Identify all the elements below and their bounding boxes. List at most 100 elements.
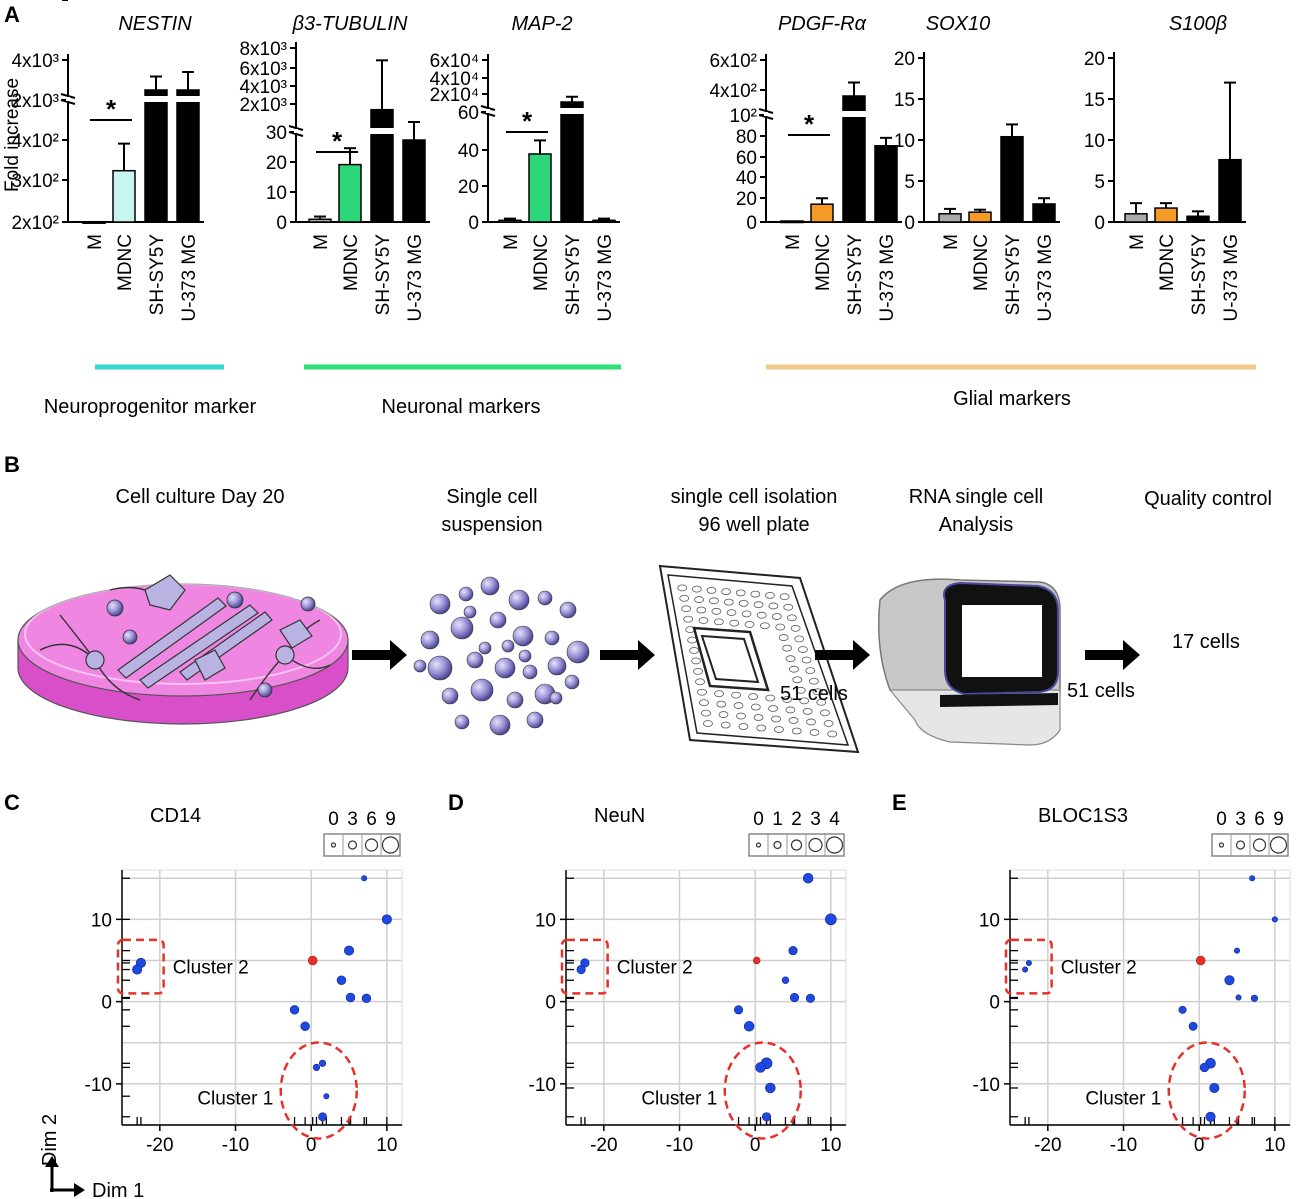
y-tick-label: 60 (736, 148, 757, 169)
bar-break (842, 111, 866, 117)
well (791, 727, 802, 735)
well (723, 598, 734, 606)
y-tick-label: 8x10³ (239, 39, 287, 60)
x-tick-label: SH-SY5Y (373, 234, 394, 316)
suspended-cell (441, 687, 459, 705)
suspended-cell (544, 630, 560, 646)
well (691, 585, 702, 593)
data-point (1188, 1021, 1198, 1031)
chart-title: MAP-2 (511, 13, 572, 35)
well (681, 605, 692, 613)
suspended-cell (522, 664, 538, 680)
highlighted-point (307, 955, 318, 966)
x-tick-label: -20 (146, 1135, 173, 1156)
x-tick-label: 10 (1264, 1135, 1285, 1156)
data-point (1249, 875, 1256, 882)
data-point (345, 992, 356, 1003)
y-tick-label: 20 (894, 49, 915, 70)
y-tick-label: 4x10⁴ (430, 69, 479, 90)
highlighted-point (753, 956, 761, 965)
bar-chart-s100-: S100β 20 15 10 5 0 M MDNC SH-SY5Y U-373 MG (1084, 13, 1246, 322)
well (768, 705, 778, 712)
x-tick-label: 0 (1194, 1135, 1205, 1156)
suspended-cell (478, 641, 492, 655)
y-tick-label: 60 (458, 103, 479, 124)
x-tick-label: MDNC (341, 234, 362, 291)
well (795, 686, 806, 694)
suspended-cell (450, 616, 474, 640)
chart-title: S100β (1169, 13, 1227, 35)
dimension-arrows (45, 1156, 85, 1197)
bar-mdnc (112, 169, 136, 223)
well (805, 667, 816, 674)
arrow-1 (352, 640, 407, 670)
x-tick-label: MDNC (531, 234, 552, 291)
dim2-label: Dim 2 (39, 1114, 61, 1166)
x-tick-label: U-373 MG (1035, 234, 1056, 322)
size-legend-circle (825, 836, 844, 854)
well (782, 644, 792, 652)
suspended-cell (512, 625, 534, 647)
cluster-2-outline (1004, 938, 1053, 995)
significance-star: * (804, 109, 815, 139)
bar-u-373-mg (402, 139, 426, 223)
y-tick-label: 10 (979, 910, 1000, 931)
suspended-cell (526, 711, 544, 729)
y-tick-label: 10² (730, 106, 757, 127)
well (809, 729, 820, 736)
suspended-cell (429, 593, 451, 615)
bar-u-373-mg (592, 219, 616, 223)
well (679, 594, 690, 602)
x-tick-label: -10 (222, 1135, 249, 1156)
data-point (781, 976, 790, 984)
well (789, 665, 799, 673)
plot-area (565, 869, 847, 1126)
bar-chart-sox10: SOX10 20 15 10 5 0 M MDNC SH-SY5Y U-373 MG (894, 13, 1060, 322)
suspended-cell (458, 586, 474, 602)
plot-area (1009, 869, 1291, 1126)
cluster-1-outline (1167, 1041, 1247, 1140)
step-2-title-line2: suspension (441, 514, 542, 536)
size-legend-circle (347, 840, 358, 850)
cluster-1-outline (723, 1041, 803, 1140)
cluster-1-label: Cluster 1 (1085, 1088, 1161, 1109)
well (771, 613, 782, 620)
data-point (1025, 959, 1032, 966)
y-tick-label: 0 (101, 993, 112, 1014)
data-point (318, 1112, 327, 1122)
data-point (789, 992, 800, 1003)
well (683, 615, 694, 623)
well (774, 726, 784, 733)
well (750, 703, 761, 711)
well (718, 711, 729, 718)
suspended-cell (518, 649, 532, 663)
data-point (743, 1021, 755, 1032)
size-legend-circle (1218, 842, 1225, 848)
well (823, 720, 834, 727)
bar-charts: NESTIN4x10³2x10³4x10²3x10²2x10²10²0MMDNC… (11, 0, 1246, 322)
size-legend-circle (330, 842, 337, 848)
suspended-cell (454, 714, 470, 730)
data-point (576, 964, 586, 975)
well (750, 590, 761, 598)
x-tick-label: 10 (820, 1135, 841, 1156)
x-tick-label: SH-SY5Y (1003, 234, 1024, 316)
well (697, 688, 707, 696)
y-tick-label: 10 (1084, 131, 1105, 152)
step-3-title-line1: single cell isolation (671, 486, 838, 508)
y-tick-label: 10 (894, 131, 915, 152)
y-tick-label: 0 (1094, 213, 1105, 234)
y-tick-label: -10 (85, 1075, 112, 1096)
y-tick-label: 10² (32, 0, 59, 5)
well (720, 721, 731, 729)
well (785, 655, 796, 663)
well (794, 635, 805, 643)
bar-u-373-mg (1032, 203, 1056, 223)
plot-area (121, 869, 403, 1126)
workflow-arrows (352, 640, 1140, 670)
bar-sh-sy5y (1000, 135, 1024, 223)
suspended-cell (537, 590, 553, 606)
